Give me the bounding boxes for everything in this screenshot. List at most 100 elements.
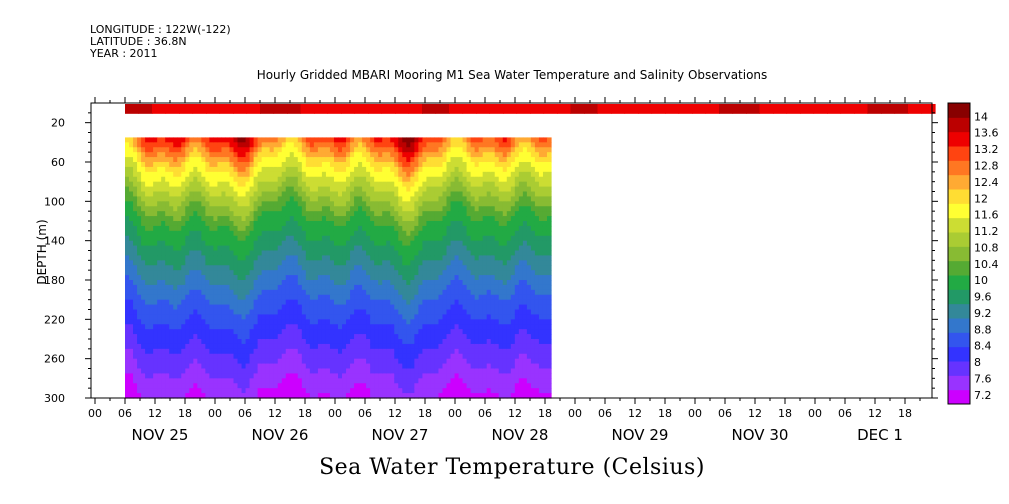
heatmap-cell <box>342 393 347 399</box>
heatmap-cell <box>333 348 339 355</box>
heatmap-cell <box>418 334 423 340</box>
heatmap-cell <box>325 299 331 306</box>
heatmap-cell <box>273 383 279 389</box>
heatmap-cell <box>490 176 496 183</box>
heatmap-cell <box>189 216 194 222</box>
heatmap-cell <box>342 250 347 257</box>
heatmap-cell <box>358 166 363 173</box>
heatmap-cell <box>346 373 351 379</box>
heatmap-cell <box>257 176 263 183</box>
heatmap-cell <box>438 137 444 143</box>
heatmap-cell <box>418 245 423 252</box>
heatmap-cell <box>410 265 415 271</box>
heatmap-cell <box>269 299 275 306</box>
heatmap-cell <box>189 245 194 252</box>
heatmap-cell <box>426 319 432 325</box>
heatmap-cell <box>305 191 311 198</box>
heatmap-cell <box>454 171 460 178</box>
heatmap-cell <box>165 230 170 237</box>
heatmap-cell <box>129 299 134 306</box>
heatmap-cell <box>261 206 267 212</box>
heatmap-cell <box>470 393 476 399</box>
heatmap-cell <box>309 250 315 257</box>
heatmap-cell <box>217 334 223 340</box>
heatmap-cell <box>374 230 379 237</box>
heatmap-cell <box>233 289 239 296</box>
heatmap-cell <box>213 358 219 365</box>
heatmap-cell <box>225 186 231 193</box>
heatmap-cell <box>209 289 215 296</box>
heatmap-cell <box>265 166 271 173</box>
heatmap-cell <box>229 270 235 276</box>
heatmap-cell <box>217 289 223 296</box>
heatmap-cell <box>273 309 279 316</box>
heatmap-cell <box>333 324 339 330</box>
heatmap-cell <box>281 343 287 350</box>
heatmap-cell <box>237 319 243 325</box>
heatmap-cell <box>277 284 283 291</box>
heatmap-cell <box>402 309 407 316</box>
heatmap-cell <box>301 334 307 340</box>
heatmap-cell <box>490 388 496 394</box>
heatmap-cell <box>442 235 448 242</box>
heatmap-cell <box>430 304 436 311</box>
heatmap-cell <box>434 166 440 173</box>
heatmap-cell <box>478 221 484 227</box>
heatmap-cell <box>354 225 359 232</box>
heatmap-cell <box>430 171 436 178</box>
heatmap-cell <box>378 196 383 202</box>
heatmap-cell <box>157 368 162 375</box>
heatmap-cell <box>269 196 275 202</box>
heatmap-cell <box>410 250 415 257</box>
heatmap-cell <box>249 294 255 301</box>
heatmap-cell <box>233 343 239 350</box>
heatmap-cell <box>362 270 367 276</box>
heatmap-cell <box>442 176 448 183</box>
heatmap-cell <box>301 275 307 281</box>
heatmap-cell <box>157 142 162 148</box>
heatmap-cell <box>169 176 174 183</box>
heatmap-cell <box>305 373 311 379</box>
heatmap-cell <box>273 166 279 173</box>
heatmap-cell <box>454 166 460 173</box>
heatmap-cell <box>293 157 299 163</box>
heatmap-cell <box>245 196 251 202</box>
heatmap-cell <box>490 304 496 311</box>
heatmap-cell <box>177 240 182 247</box>
heatmap-cell <box>177 388 182 394</box>
heatmap-cell <box>474 162 480 168</box>
heatmap-cell <box>233 235 239 242</box>
heatmap-cell <box>502 181 508 188</box>
heatmap-cell <box>285 343 291 350</box>
heatmap-cell <box>305 289 311 296</box>
heatmap-cell <box>297 378 303 384</box>
heatmap-cell <box>378 319 383 325</box>
heatmap-cell <box>185 235 190 242</box>
heatmap-cell <box>394 363 399 370</box>
heatmap-cell <box>478 152 484 158</box>
heatmap-cell <box>229 348 235 355</box>
heatmap-cell <box>321 294 327 301</box>
heatmap-cell <box>209 211 215 217</box>
heatmap-cell <box>293 147 299 153</box>
heatmap-cell <box>317 378 323 384</box>
heatmap-cell <box>362 255 367 261</box>
heatmap-cell <box>145 289 150 296</box>
heatmap-cell <box>366 206 371 212</box>
heatmap-cell <box>313 324 319 330</box>
heatmap-cell <box>265 358 271 365</box>
heatmap-cell <box>261 255 267 261</box>
heatmap-cell <box>257 147 263 153</box>
heatmap-cell <box>398 181 403 188</box>
heatmap-cell <box>313 162 319 168</box>
heatmap-cell <box>490 348 496 355</box>
heatmap-cell <box>181 147 186 153</box>
heatmap-cell <box>221 152 227 158</box>
heatmap-cell <box>329 348 335 355</box>
heatmap-cell <box>141 329 146 335</box>
heatmap-cell <box>245 324 251 330</box>
heatmap-cell <box>317 275 323 281</box>
heatmap-cell <box>394 265 399 271</box>
heatmap-cell <box>149 186 154 193</box>
heatmap-cell <box>362 378 367 384</box>
